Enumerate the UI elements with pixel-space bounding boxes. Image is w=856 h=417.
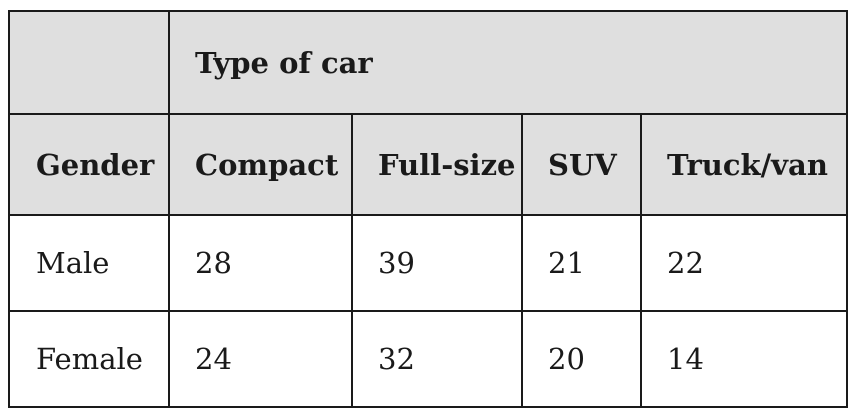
table-cell: 24 <box>168 310 353 408</box>
column-header-row: Gender Compact Full-size SUV Truck/van <box>8 113 849 216</box>
row-header-cell: Gender <box>8 113 170 216</box>
table-cell: 28 <box>168 214 353 312</box>
column-header-truck-van: Truck/van <box>639 113 849 216</box>
column-header-compact: Compact <box>168 113 353 216</box>
table-cell: 39 <box>351 214 523 312</box>
table-cell: 22 <box>639 214 849 312</box>
table-cell: 20 <box>521 310 642 408</box>
column-header-suv: SUV <box>521 113 642 216</box>
group-header-row: Type of car <box>8 10 849 115</box>
group-header-cell: Type of car <box>167 10 849 115</box>
table-cell: 32 <box>351 310 523 408</box>
table-row: Female 24 32 20 14 <box>8 310 849 408</box>
column-header-full-size: Full-size <box>351 113 523 216</box>
table-row: Male 28 39 21 22 <box>8 214 849 312</box>
table-cell: 14 <box>639 310 849 408</box>
row-label-female: Female <box>8 310 170 408</box>
contingency-table: Type of car Gender Compact Full-size SUV… <box>8 10 849 408</box>
row-label-male: Male <box>8 214 170 312</box>
corner-cell <box>8 10 170 115</box>
table-cell: 21 <box>521 214 642 312</box>
